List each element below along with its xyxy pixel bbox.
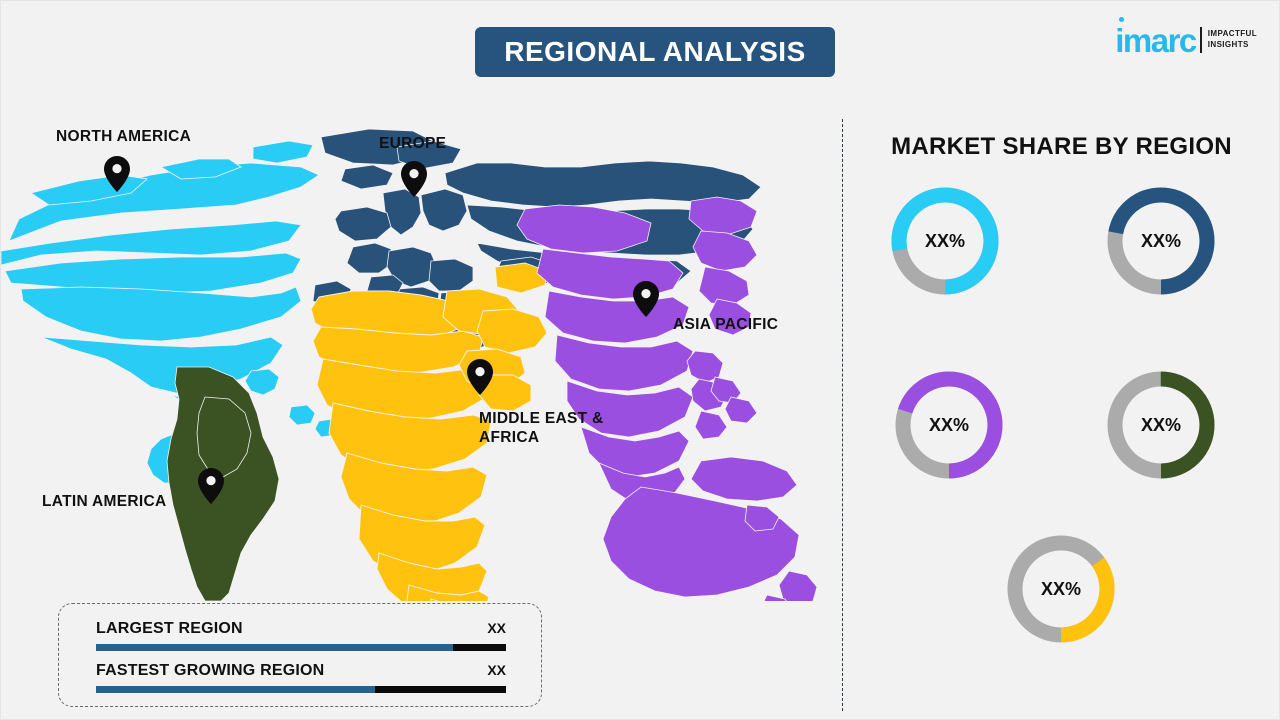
map-pin-middle-east-africa-icon xyxy=(467,359,493,395)
donut-svg xyxy=(1007,535,1115,643)
legend-row-largest-region: LARGEST REGION XX xyxy=(96,620,506,651)
donut-svg xyxy=(895,371,1003,479)
map-label-europe: EUROPE xyxy=(379,135,447,152)
legend-progress-fill xyxy=(96,644,453,651)
map-label-latin-america: LATIN AMERICA xyxy=(42,493,167,510)
legend-label: FASTEST GROWING REGION xyxy=(96,662,325,679)
panel-divider xyxy=(842,119,843,711)
legend-label: LARGEST REGION xyxy=(96,620,243,637)
market-share-donut-group: XX% XX% XX% XX% XX% xyxy=(861,179,1271,699)
donut-value-label: XX% xyxy=(1040,578,1082,599)
legend-value: XX xyxy=(487,620,506,636)
map-pin-europe-icon xyxy=(401,161,427,197)
donut-chart-middle-east-africa: XX% xyxy=(999,527,1123,651)
donut-value-label: XX% xyxy=(928,414,970,435)
map-pin-north-america-icon xyxy=(104,156,130,192)
donut-chart-asia-pacific: XX% xyxy=(887,363,1011,487)
donut-value-label: XX% xyxy=(1140,414,1182,435)
logo-tagline: IMPACTFUL INSIGHTS xyxy=(1208,29,1257,51)
donut-chart-europe: XX% xyxy=(1099,179,1223,303)
legend-progress-track xyxy=(96,686,506,693)
legend-head: FASTEST GROWING REGION XX xyxy=(96,662,506,680)
logo-tagline-line2: INSIGHTS xyxy=(1207,40,1249,49)
donut-chart-latin-america: XX% xyxy=(1099,363,1223,487)
map-region-asia-pacific xyxy=(516,196,818,601)
legend-progress-track xyxy=(96,644,506,651)
donut-svg xyxy=(1107,371,1215,479)
map-pin-asia-pacific-icon xyxy=(633,281,659,317)
legend-progress-fill xyxy=(96,686,375,693)
donut-value-label: XX% xyxy=(924,230,966,251)
market-share-title: MARKET SHARE BY REGION xyxy=(891,133,1232,160)
world-map-svg xyxy=(1,128,818,601)
map-pin-latin-america-icon xyxy=(198,468,224,504)
legend-box: LARGEST REGION XX FASTEST GROWING REGION… xyxy=(58,603,542,707)
imarc-logo: imarc IMPACTFUL INSIGHTS xyxy=(1115,16,1257,59)
map-label-asia-pacific: ASIA PACIFIC xyxy=(673,316,779,333)
logo-tagline-line1: IMPACTFUL xyxy=(1207,29,1257,39)
donut-svg xyxy=(891,187,999,295)
logo-dot-icon xyxy=(1119,16,1125,22)
logo-divider xyxy=(1199,27,1202,53)
map-region-middle-east-africa xyxy=(310,262,548,601)
legend-head: LARGEST REGION XX xyxy=(96,620,506,638)
world-map xyxy=(1,101,831,601)
donut-chart-north-america: XX% xyxy=(883,179,1007,303)
logo-wordmark: imarc xyxy=(1115,16,1197,59)
legend-row-fastest-growing-region: FASTEST GROWING REGION XX xyxy=(96,662,506,693)
legend-value: XX xyxy=(487,662,506,678)
logo-text: imarc xyxy=(1115,21,1197,59)
donut-value-label: XX% xyxy=(1140,230,1182,251)
map-label-north-america: NORTH AMERICA xyxy=(56,128,192,145)
page-title-box: REGIONAL ANALYSIS xyxy=(475,27,835,77)
map-label-middle-east-africa: MIDDLE EAST & AFRICA xyxy=(479,410,604,447)
donut-svg xyxy=(1107,187,1215,295)
page-title: REGIONAL ANALYSIS xyxy=(504,36,806,67)
